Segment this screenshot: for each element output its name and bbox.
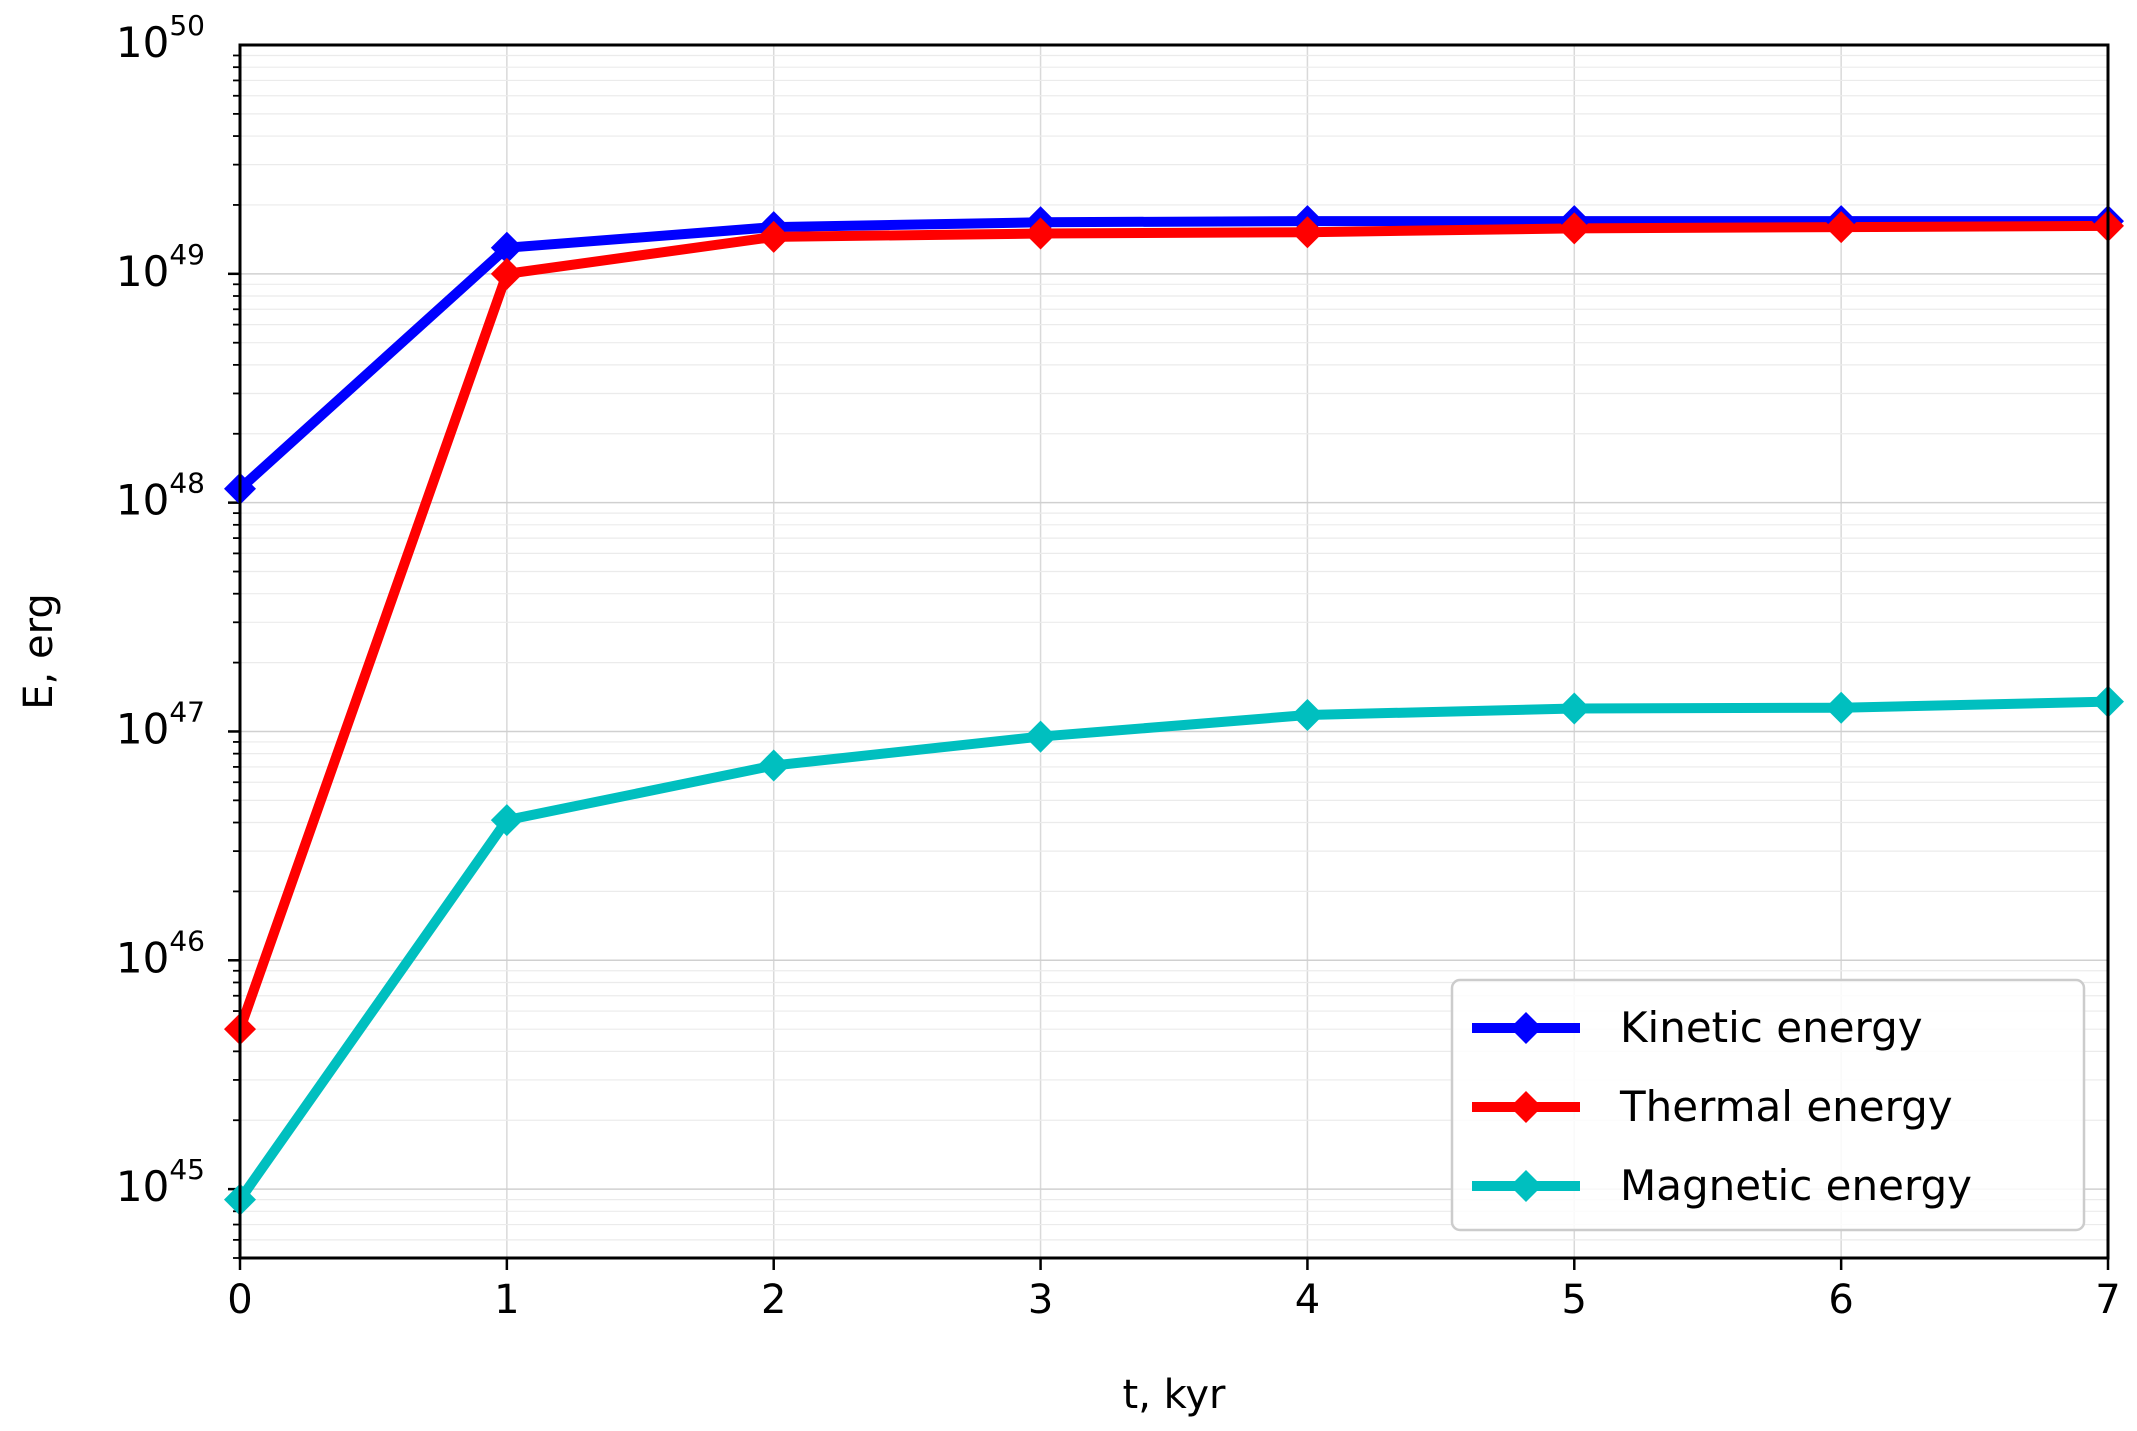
y-tick-label: 1049 xyxy=(116,238,205,296)
y-tick-label-base: 10 xyxy=(116,247,169,296)
y-tick-label: 1046 xyxy=(116,924,205,982)
y-tick-label: 1045 xyxy=(116,1153,205,1211)
y-tick-label: 1047 xyxy=(116,695,205,753)
legend-box xyxy=(1450,978,2086,1232)
legend-label: Kinetic energy xyxy=(1620,1003,1923,1052)
data-point-kinetic-energy xyxy=(490,231,523,264)
x-tick-label: 1 xyxy=(494,1277,519,1323)
plot-frame xyxy=(238,43,2110,1260)
x-tick-label: 6 xyxy=(1828,1277,1853,1323)
data-point-thermal-energy xyxy=(1825,211,1858,244)
y-tick-label: 1048 xyxy=(116,467,205,525)
y-tick-label-exponent: 48 xyxy=(169,467,205,500)
x-tick-label: 5 xyxy=(1562,1277,1587,1323)
x-tick-label: 3 xyxy=(1028,1277,1053,1323)
data-point-magnetic-energy xyxy=(1291,699,1324,732)
data-point-magnetic-energy xyxy=(1558,692,1591,725)
y-tick-label-base: 10 xyxy=(116,1162,169,1211)
data-point-thermal-energy xyxy=(1024,217,1057,250)
y-tick-label-base: 10 xyxy=(116,18,169,67)
y-tick-label-base: 10 xyxy=(116,476,169,525)
data-point-thermal-energy xyxy=(1558,212,1591,245)
data-point-thermal-energy xyxy=(1291,216,1324,249)
y-tick-label-exponent: 45 xyxy=(169,1153,205,1186)
x-tick-label: 7 xyxy=(2095,1277,2120,1323)
series-line-kinetic-energy xyxy=(236,216,2108,493)
data-point-magnetic-energy xyxy=(490,804,523,837)
series-line-magnetic-energy xyxy=(235,696,2109,1203)
legend: Kinetic energy Thermal energy Magnetic ene… xyxy=(1450,978,2086,1232)
legend-label: Thermal energy xyxy=(1619,1082,1953,1131)
data-point-magnetic-energy xyxy=(757,749,790,782)
y-axis-label: E, erg xyxy=(16,593,62,709)
y-tick-label-exponent: 47 xyxy=(169,695,205,728)
data-point-thermal-energy xyxy=(757,220,790,253)
data-point-thermal-energy xyxy=(490,257,523,290)
y-tick-label-exponent: 50 xyxy=(169,9,205,42)
y-tick-label-exponent: 49 xyxy=(169,238,205,271)
legend-swatch-marker xyxy=(1510,1170,1542,1202)
legend-swatch-marker xyxy=(1510,1012,1542,1044)
x-tick-label: 2 xyxy=(761,1277,786,1323)
y-tick-label-exponent: 46 xyxy=(169,924,205,957)
y-tick-label-base: 10 xyxy=(116,704,169,753)
data-point-magnetic-energy xyxy=(1825,691,1858,724)
legend-label: Magnetic energy xyxy=(1620,1161,1972,1210)
x-tick-label: 4 xyxy=(1295,1277,1320,1323)
series-line-thermal-energy xyxy=(235,220,2109,1031)
y-tick-label: 1050 xyxy=(116,9,205,67)
legend-swatch-marker xyxy=(1510,1091,1542,1123)
x-axis-label: t, kyr xyxy=(1123,1372,1227,1418)
data-point-magnetic-energy xyxy=(1024,720,1057,753)
y-tick-label-base: 10 xyxy=(116,933,169,982)
x-tick-label: 0 xyxy=(227,1277,252,1323)
